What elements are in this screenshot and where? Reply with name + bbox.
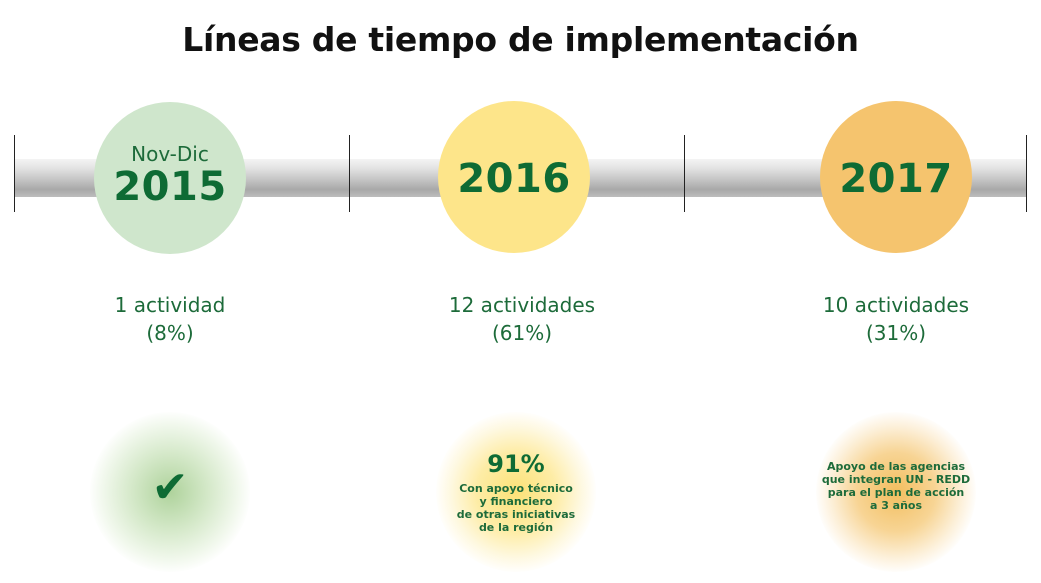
year-label: 2015 — [113, 164, 227, 210]
activity-percent-label: (61%) — [491, 321, 553, 345]
year-period-label: Nov-Dic — [131, 142, 209, 166]
note-line: para el plan de acción — [827, 486, 965, 499]
note-line: Apoyo de las agencias — [826, 460, 966, 473]
activity-count-2017: 10 actividades (31%) — [746, 291, 1041, 347]
note-line: de la región — [478, 521, 554, 534]
note-bubble-2017: Apoyo de las agencias que integran UN - … — [816, 412, 976, 572]
support-note-2016: 91% Con apoyo técnico y financiero de ot… — [436, 450, 596, 534]
year-circle-2015: Nov-Dic 2015 — [94, 102, 246, 254]
note-line: de otras iniciativas — [456, 508, 576, 521]
note-line: que integran UN - REDD — [821, 473, 971, 486]
activity-count-label: 12 actividades — [448, 293, 596, 317]
timeline-tick — [1026, 135, 1027, 212]
activity-percent-label: (31%) — [865, 321, 927, 345]
activity-count-2016: 12 actividades (61%) — [372, 291, 672, 347]
activity-count-label: 10 actividades — [822, 293, 970, 317]
year-circle-2017: 2017 — [820, 101, 972, 253]
year-label: 2016 — [457, 156, 571, 202]
timeline-tick — [349, 135, 350, 212]
page-title: Líneas de tiempo de implementación — [182, 20, 859, 59]
activity-percent-label: (8%) — [146, 321, 194, 345]
activity-count-2015: 1 actividad (8%) — [20, 291, 320, 347]
support-note-2017: Apoyo de las agencias que integran UN - … — [806, 460, 986, 512]
year-circle-2016: 2016 — [438, 101, 590, 253]
timeline-tick — [684, 135, 685, 212]
note-line: a 3 años — [869, 499, 923, 512]
year-label: 2017 — [839, 156, 953, 202]
note-bubble-2015: ✔ — [90, 412, 250, 572]
note-line: Con apoyo técnico — [459, 482, 573, 495]
note-bubble-2016: 91% Con apoyo técnico y financiero de ot… — [436, 412, 596, 572]
timeline-tick — [14, 135, 15, 212]
support-percent: 91% — [487, 450, 545, 478]
check-icon: ✔ — [151, 462, 189, 513]
activity-count-label: 1 actividad — [114, 293, 226, 317]
support-note-text: Con apoyo técnico y financiero de otras … — [436, 482, 596, 534]
note-line: y financiero — [479, 495, 553, 508]
